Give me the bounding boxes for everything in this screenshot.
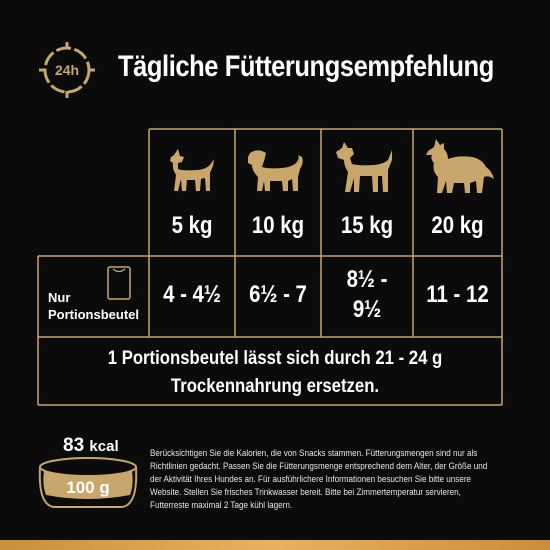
bottom-accent-bar (0, 540, 550, 550)
weight-20kg: 20 kg (431, 212, 484, 239)
grams-label: 100 g (66, 478, 110, 497)
collie-icon (426, 139, 494, 193)
pouch-icon (107, 266, 131, 300)
bowl-icon (38, 457, 138, 508)
weight-5kg: 5 kg (171, 212, 213, 239)
medium-dog-icon (248, 150, 303, 191)
portion-10kg: 6½ - 7 (249, 281, 307, 308)
portion-15kg-line1: 8½ - (346, 266, 388, 293)
replacement-note: 1 Portionsbeutel lässt sich durch 21 - 2… (107, 348, 443, 397)
portion-5kg: 4 - 4½ (163, 281, 221, 308)
clock-24h-icon: 24h (39, 42, 95, 98)
page-title: Tägliche Fütterungsempfehlung (118, 50, 494, 83)
portion-20kg: 11 - 12 (426, 281, 489, 308)
small-dog-icon (170, 149, 214, 191)
weight-10kg: 10 kg (251, 212, 305, 239)
portion-15kg-line2: 9½ (352, 296, 382, 323)
footnote-text: Berücksichtigen Sie die Kalorien, die vo… (150, 448, 488, 510)
terrier-icon (336, 142, 392, 192)
kcal-label: 83 kcal (63, 435, 119, 456)
weight-15kg: 15 kg (340, 212, 394, 239)
svg-text:24h: 24h (55, 62, 79, 78)
row-label: Nur Portionsbeutel (48, 290, 140, 322)
